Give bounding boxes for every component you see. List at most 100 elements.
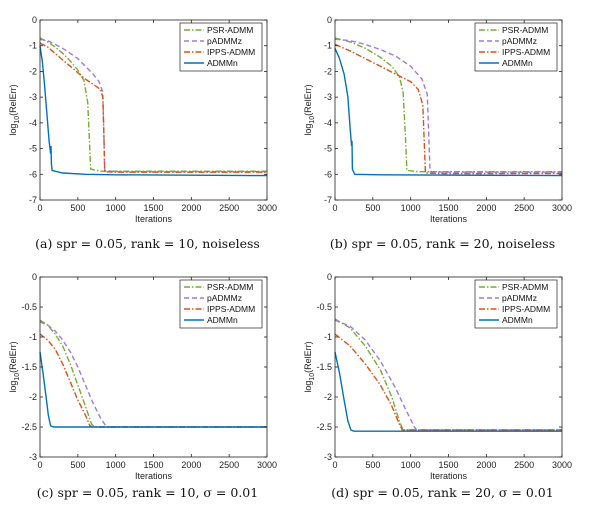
x-tick-label: 2000 [476, 203, 496, 213]
x-tick-label: 1000 [401, 203, 421, 213]
series-line-padmmz [39, 38, 267, 173]
legend-label: PSR-ADMM [207, 282, 253, 292]
x-tick-label: 1500 [438, 203, 458, 213]
x-axis-label: Iterations [430, 214, 468, 224]
y-tick-label: 0 [32, 272, 37, 282]
y-tick-label: -1.5 [316, 362, 332, 372]
series-line-psr-admm [334, 37, 562, 173]
x-tick-label: 1500 [143, 460, 163, 470]
legend-label: pADMMz [207, 293, 242, 303]
y-axis-label: log10(RelErr) [303, 84, 316, 135]
x-tick-label: 1000 [106, 460, 126, 470]
y-tick-label: 0 [32, 15, 37, 25]
x-tick-label: 2000 [476, 460, 496, 470]
chart-caption: (b) spr = 0.05, rank = 20, noiseless [329, 236, 556, 251]
y-tick-label: 0 [327, 272, 332, 282]
y-tick-label: -2 [324, 66, 332, 76]
y-tick-label: -1 [324, 41, 332, 51]
y-tick-label: -4 [324, 118, 332, 128]
legend-label: ADMMn [207, 315, 238, 325]
x-tick-label: 2000 [181, 460, 201, 470]
legend-label: pADMMz [502, 293, 537, 303]
x-tick-label: 3000 [257, 203, 277, 213]
legend-label: pADMMz [502, 36, 537, 46]
y-axis-label: log10(RelErr) [303, 341, 316, 392]
x-tick-label: 2500 [514, 203, 534, 213]
chart-panel-d: 0 500 1000 1500 2000 2500 3000 0 -0.5 -1 -1.5 -2 -2.… [295, 257, 590, 514]
chart-panel-b: 0 500 1000 1500 2000 2500 3000 0 -1 -2 -3 -4 -5 -6 -7 I… [295, 0, 590, 257]
series-line-admmn [39, 351, 267, 428]
y-axis-label: log10(RelErr) [8, 84, 21, 135]
x-tick-label: 0 [37, 203, 42, 213]
x-tick-label: 2000 [181, 203, 201, 213]
y-tick-label: -2 [29, 66, 37, 76]
x-tick-label: 2500 [514, 460, 534, 470]
series-line-padmmz [334, 38, 562, 173]
x-tick-label: 1500 [438, 460, 458, 470]
series-line-padmmz [39, 321, 267, 428]
y-tick-label: -3 [324, 452, 332, 462]
y-tick-label: -4 [29, 118, 37, 128]
x-axis-label: Iterations [135, 214, 173, 224]
x-tick-label: 3000 [552, 460, 572, 470]
y-tick-label: -7 [29, 195, 37, 205]
x-tick-label: 500 [365, 460, 380, 470]
legend-label: ADMMn [502, 58, 533, 68]
x-tick-label: 3000 [257, 460, 277, 470]
x-axis-label: Iterations [135, 471, 173, 481]
y-tick-label: -5 [29, 144, 37, 154]
y-tick-label: -3 [29, 452, 37, 462]
y-tick-label: -0.5 [21, 302, 37, 312]
x-tick-label: 0 [332, 460, 337, 470]
series-line-ipps-admm [334, 43, 562, 175]
x-tick-label: 3000 [552, 203, 572, 213]
y-tick-label: 0 [327, 15, 332, 25]
series-line-padmmz [334, 319, 562, 431]
y-tick-label: -7 [324, 195, 332, 205]
legend-label: pADMMz [207, 36, 242, 46]
legend-label: IPPS-ADMM [207, 304, 255, 314]
y-tick-label: -2.5 [316, 422, 332, 432]
series-line-admmn [334, 351, 562, 432]
y-tick-label: -6 [324, 169, 332, 179]
y-tick-label: -2.5 [21, 422, 37, 432]
legend-label: IPPS-ADMM [502, 47, 550, 57]
y-tick-label: -1 [29, 332, 37, 342]
chart-caption: (c) spr = 0.05, rank = 10, σ = 0.01 [36, 485, 259, 500]
legend-label: IPPS-ADMM [207, 47, 255, 57]
legend-label: PSR-ADMM [207, 25, 253, 35]
x-axis-label: Iterations [430, 471, 468, 481]
y-tick-label: -0.5 [316, 302, 332, 312]
legend-label: IPPS-ADMM [502, 304, 550, 314]
chart-svg: 0 500 1000 1500 2000 2500 3000 0 -0.5 -1 -1.5 -2 -2.… [303, 272, 572, 481]
x-tick-label: 500 [70, 460, 85, 470]
chart-svg: 0 500 1000 1500 2000 2500 3000 0 -1 -2 -3 -4 -5 -6 -7 I… [8, 15, 277, 224]
y-tick-label: -2 [29, 392, 37, 402]
series-line-admmn [39, 45, 268, 177]
chart-caption: (a) spr = 0.05, rank = 10, noiseless [35, 236, 260, 251]
series-line-psr-admm [39, 37, 267, 172]
y-tick-label: -3 [324, 92, 332, 102]
x-tick-label: 1500 [143, 203, 163, 213]
legend-label: ADMMn [502, 315, 533, 325]
series-line-ipps-admm [334, 333, 562, 431]
y-tick-label: -5 [324, 144, 332, 154]
series-line-ipps-admm [39, 333, 267, 428]
y-tick-label: -1 [29, 41, 37, 51]
x-tick-label: 1000 [401, 460, 421, 470]
chart-svg: 0 500 1000 1500 2000 2500 3000 0 -0.5 -1 -1.5 -2 -2.… [8, 272, 277, 481]
chart-caption: (d) spr = 0.05, rank = 20, σ = 0.01 [331, 485, 554, 500]
x-tick-label: 2500 [219, 460, 239, 470]
chart-panel-c: 0 500 1000 1500 2000 2500 3000 0 -0.5 -1 -1.5 -2 -2.… [0, 257, 295, 514]
y-tick-label: -2 [324, 392, 332, 402]
series-line-psr-admm [39, 319, 267, 428]
legend-label: PSR-ADMM [502, 282, 548, 292]
x-tick-label: 0 [332, 203, 337, 213]
series-line-ipps-admm [39, 42, 267, 173]
x-tick-label: 500 [70, 203, 85, 213]
series-line-admmn [334, 48, 563, 177]
y-tick-label: -3 [29, 92, 37, 102]
y-tick-label: -6 [29, 169, 37, 179]
x-tick-label: 2500 [219, 203, 239, 213]
series-line-psr-admm [334, 318, 562, 431]
